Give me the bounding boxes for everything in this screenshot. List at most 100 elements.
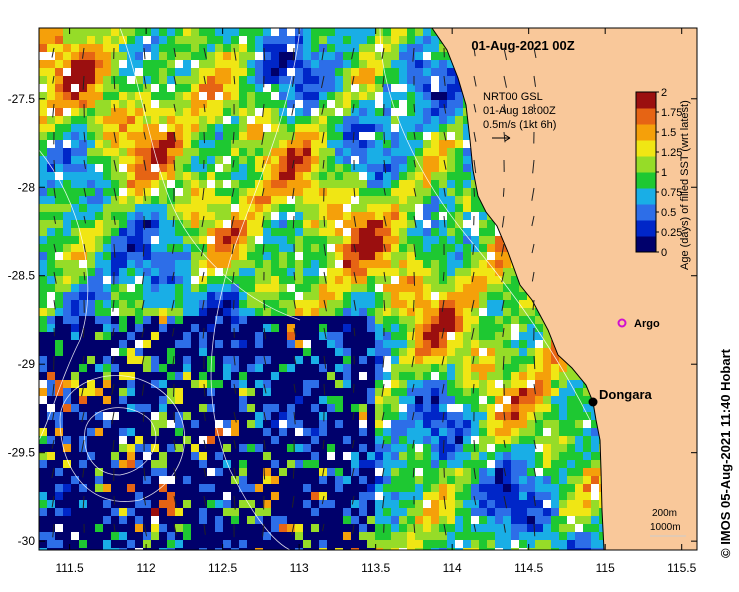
sst-pixel: [79, 108, 87, 116]
sst-pixel: [39, 412, 47, 420]
sst-pixel: [375, 140, 383, 148]
sst-pixel: [255, 404, 263, 412]
sst-pixel: [367, 92, 375, 100]
sst-pixel: [407, 52, 415, 60]
sst-pixel: [63, 492, 71, 500]
sst-pixel: [319, 292, 327, 300]
sst-pixel: [327, 388, 335, 396]
sst-pixel: [439, 324, 447, 332]
sst-pixel: [151, 300, 159, 308]
sst-pixel: [143, 252, 151, 260]
sst-pixel: [247, 44, 255, 52]
sst-pixel: [367, 172, 375, 180]
sst-pixel: [383, 28, 391, 36]
sst-pixel: [255, 452, 263, 460]
sst-pixel: [47, 508, 55, 516]
sst-pixel: [287, 460, 295, 468]
sst-pixel: [399, 300, 407, 308]
sst-pixel: [103, 68, 111, 76]
sst-pixel: [79, 28, 87, 36]
sst-pixel: [399, 324, 407, 332]
sst-pixel: [151, 52, 159, 60]
sst-pixel: [495, 468, 503, 476]
sst-pixel: [63, 484, 71, 492]
sst-pixel: [455, 188, 463, 196]
sst-pixel: [359, 76, 367, 84]
sst-pixel: [303, 172, 311, 180]
sst-pixel: [143, 132, 151, 140]
sst-pixel: [231, 124, 239, 132]
sst-pixel: [207, 172, 215, 180]
sst-pixel: [335, 196, 343, 204]
sst-pixel: [247, 76, 255, 84]
sst-pixel: [207, 292, 215, 300]
sst-pixel: [295, 388, 303, 396]
sst-pixel: [167, 388, 175, 396]
sst-pixel: [303, 492, 311, 500]
sst-pixel: [487, 356, 495, 364]
sst-pixel: [263, 340, 271, 348]
sst-pixel: [479, 420, 487, 428]
sst-pixel: [55, 156, 63, 164]
sst-pixel: [111, 420, 119, 428]
sst-pixel: [127, 236, 135, 244]
sst-pixel: [143, 68, 151, 76]
sst-pixel: [271, 196, 279, 204]
sst-pixel: [151, 28, 159, 36]
sst-pixel: [391, 484, 399, 492]
sst-pixel: [319, 180, 327, 188]
sst-pixel: [303, 300, 311, 308]
sst-pixel: [351, 420, 359, 428]
sst-pixel: [367, 452, 375, 460]
sst-pixel: [183, 396, 191, 404]
sst-pixel: [143, 84, 151, 92]
sst-pixel: [271, 116, 279, 124]
sst-pixel: [151, 388, 159, 396]
sst-pixel: [127, 444, 135, 452]
sst-pixel: [447, 476, 455, 484]
sst-pixel: [295, 236, 303, 244]
sst-pixel: [95, 476, 103, 484]
sst-pixel: [151, 228, 159, 236]
sst-pixel: [135, 92, 143, 100]
sst-pixel: [143, 180, 151, 188]
sst-pixel: [135, 100, 143, 108]
sst-pixel: [415, 156, 423, 164]
sst-pixel: [87, 252, 95, 260]
sst-pixel: [295, 116, 303, 124]
sst-pixel: [471, 396, 479, 404]
sst-pixel: [439, 60, 447, 68]
sst-pixel: [39, 108, 47, 116]
sst-pixel: [207, 140, 215, 148]
sst-pixel: [391, 236, 399, 244]
sst-pixel: [527, 364, 535, 372]
sst-pixel: [87, 132, 95, 140]
sst-pixel: [423, 484, 431, 492]
sst-pixel: [295, 324, 303, 332]
sst-pixel: [471, 276, 479, 284]
sst-pixel: [255, 380, 263, 388]
sst-pixel: [455, 148, 463, 156]
sst-pixel: [55, 412, 63, 420]
sst-pixel: [527, 444, 535, 452]
sst-pixel: [407, 204, 415, 212]
sst-pixel: [151, 308, 159, 316]
sst-pixel: [367, 372, 375, 380]
sst-pixel: [87, 372, 95, 380]
sst-pixel: [39, 92, 47, 100]
sst-pixel: [503, 300, 511, 308]
sst-pixel: [135, 132, 143, 140]
sst-pixel: [503, 260, 511, 268]
sst-pixel: [407, 396, 415, 404]
sst-pixel: [135, 124, 143, 132]
sst-pixel: [207, 404, 215, 412]
sst-pixel: [511, 476, 519, 484]
sst-pixel: [223, 284, 231, 292]
sst-pixel: [551, 372, 559, 380]
sst-pixel: [463, 348, 471, 356]
sst-pixel: [159, 356, 167, 364]
sst-pixel: [439, 476, 447, 484]
sst-pixel: [359, 420, 367, 428]
sst-pixel: [343, 404, 351, 412]
sst-pixel: [495, 260, 503, 268]
